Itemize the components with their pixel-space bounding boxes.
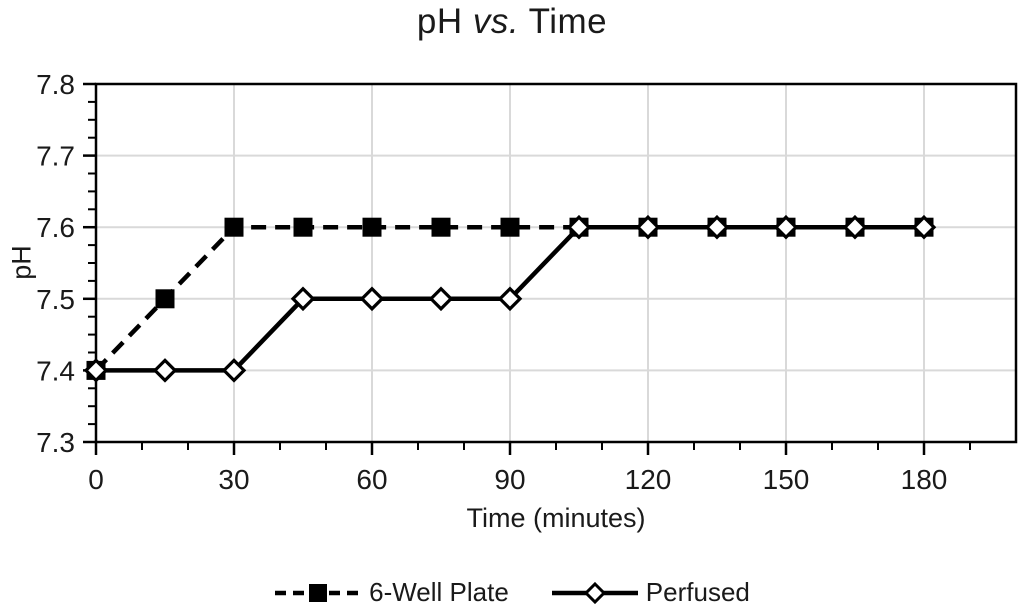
x-tick-label: 180 <box>901 464 948 495</box>
legend-label-6-well-plate: 6-Well Plate <box>369 577 509 607</box>
marker-diamond-perfused <box>635 214 661 240</box>
legend-item-perfused: Perfused <box>551 577 750 608</box>
x-tick-label: 90 <box>494 464 525 495</box>
marker-square-6-well-plate <box>500 217 520 237</box>
marker-diamond-perfused <box>359 286 385 312</box>
marker-square-6-well-plate <box>431 217 451 237</box>
x-tick-label: 120 <box>625 464 672 495</box>
chart-title-italic: vs. <box>472 2 520 41</box>
legend-swatch-6-well-plate <box>275 583 362 602</box>
y-tick-label: 7.3 <box>36 427 75 458</box>
y-tick-label: 7.7 <box>36 141 75 172</box>
marker-square-6-well-plate <box>293 217 313 237</box>
x-tick-label: 150 <box>763 464 810 495</box>
marker-square-6-well-plate <box>224 217 244 237</box>
marker-diamond-perfused <box>83 358 109 383</box>
legend: 6-Well Plate Perfused <box>0 577 1024 608</box>
marker-diamond-perfused <box>428 286 454 312</box>
legend-label-perfused: Perfused <box>645 577 750 607</box>
marker-diamond-perfused <box>497 286 523 312</box>
chart-title-post: Time <box>519 2 608 41</box>
x-tick-label: 0 <box>88 464 104 495</box>
y-tick-label: 7.4 <box>36 355 75 386</box>
marker-square-6-well-plate <box>362 217 382 237</box>
marker-diamond-perfused <box>704 214 730 240</box>
marker-diamond-perfused <box>290 286 316 312</box>
x-axis-label: Time (minutes) <box>466 503 646 533</box>
legend-item-6-well-plate: 6-Well Plate <box>274 577 509 608</box>
y-tick-label: 7.6 <box>36 212 75 243</box>
x-tick-label: 60 <box>356 464 387 495</box>
series-perfused <box>83 214 937 383</box>
marker-diamond-perfused <box>842 214 868 240</box>
y-tick-label: 7.8 <box>36 69 75 100</box>
x-tick-label: 30 <box>218 464 249 495</box>
marker-square-6-well-plate <box>155 289 175 309</box>
legend-marker-square-icon <box>309 583 328 602</box>
chart-title: pH vs. Time <box>0 2 1024 42</box>
legend-swatch-perfused <box>551 581 638 604</box>
marker-diamond-perfused <box>221 358 247 383</box>
marker-diamond-perfused <box>566 214 592 240</box>
chart-title-pre: pH <box>416 2 473 41</box>
marker-diamond-perfused <box>911 214 937 240</box>
legend-marker-diamond-icon <box>583 581 606 604</box>
marker-diamond-perfused <box>773 214 799 240</box>
marker-diamond-perfused <box>152 358 178 383</box>
y-tick-label: 7.5 <box>36 284 75 315</box>
